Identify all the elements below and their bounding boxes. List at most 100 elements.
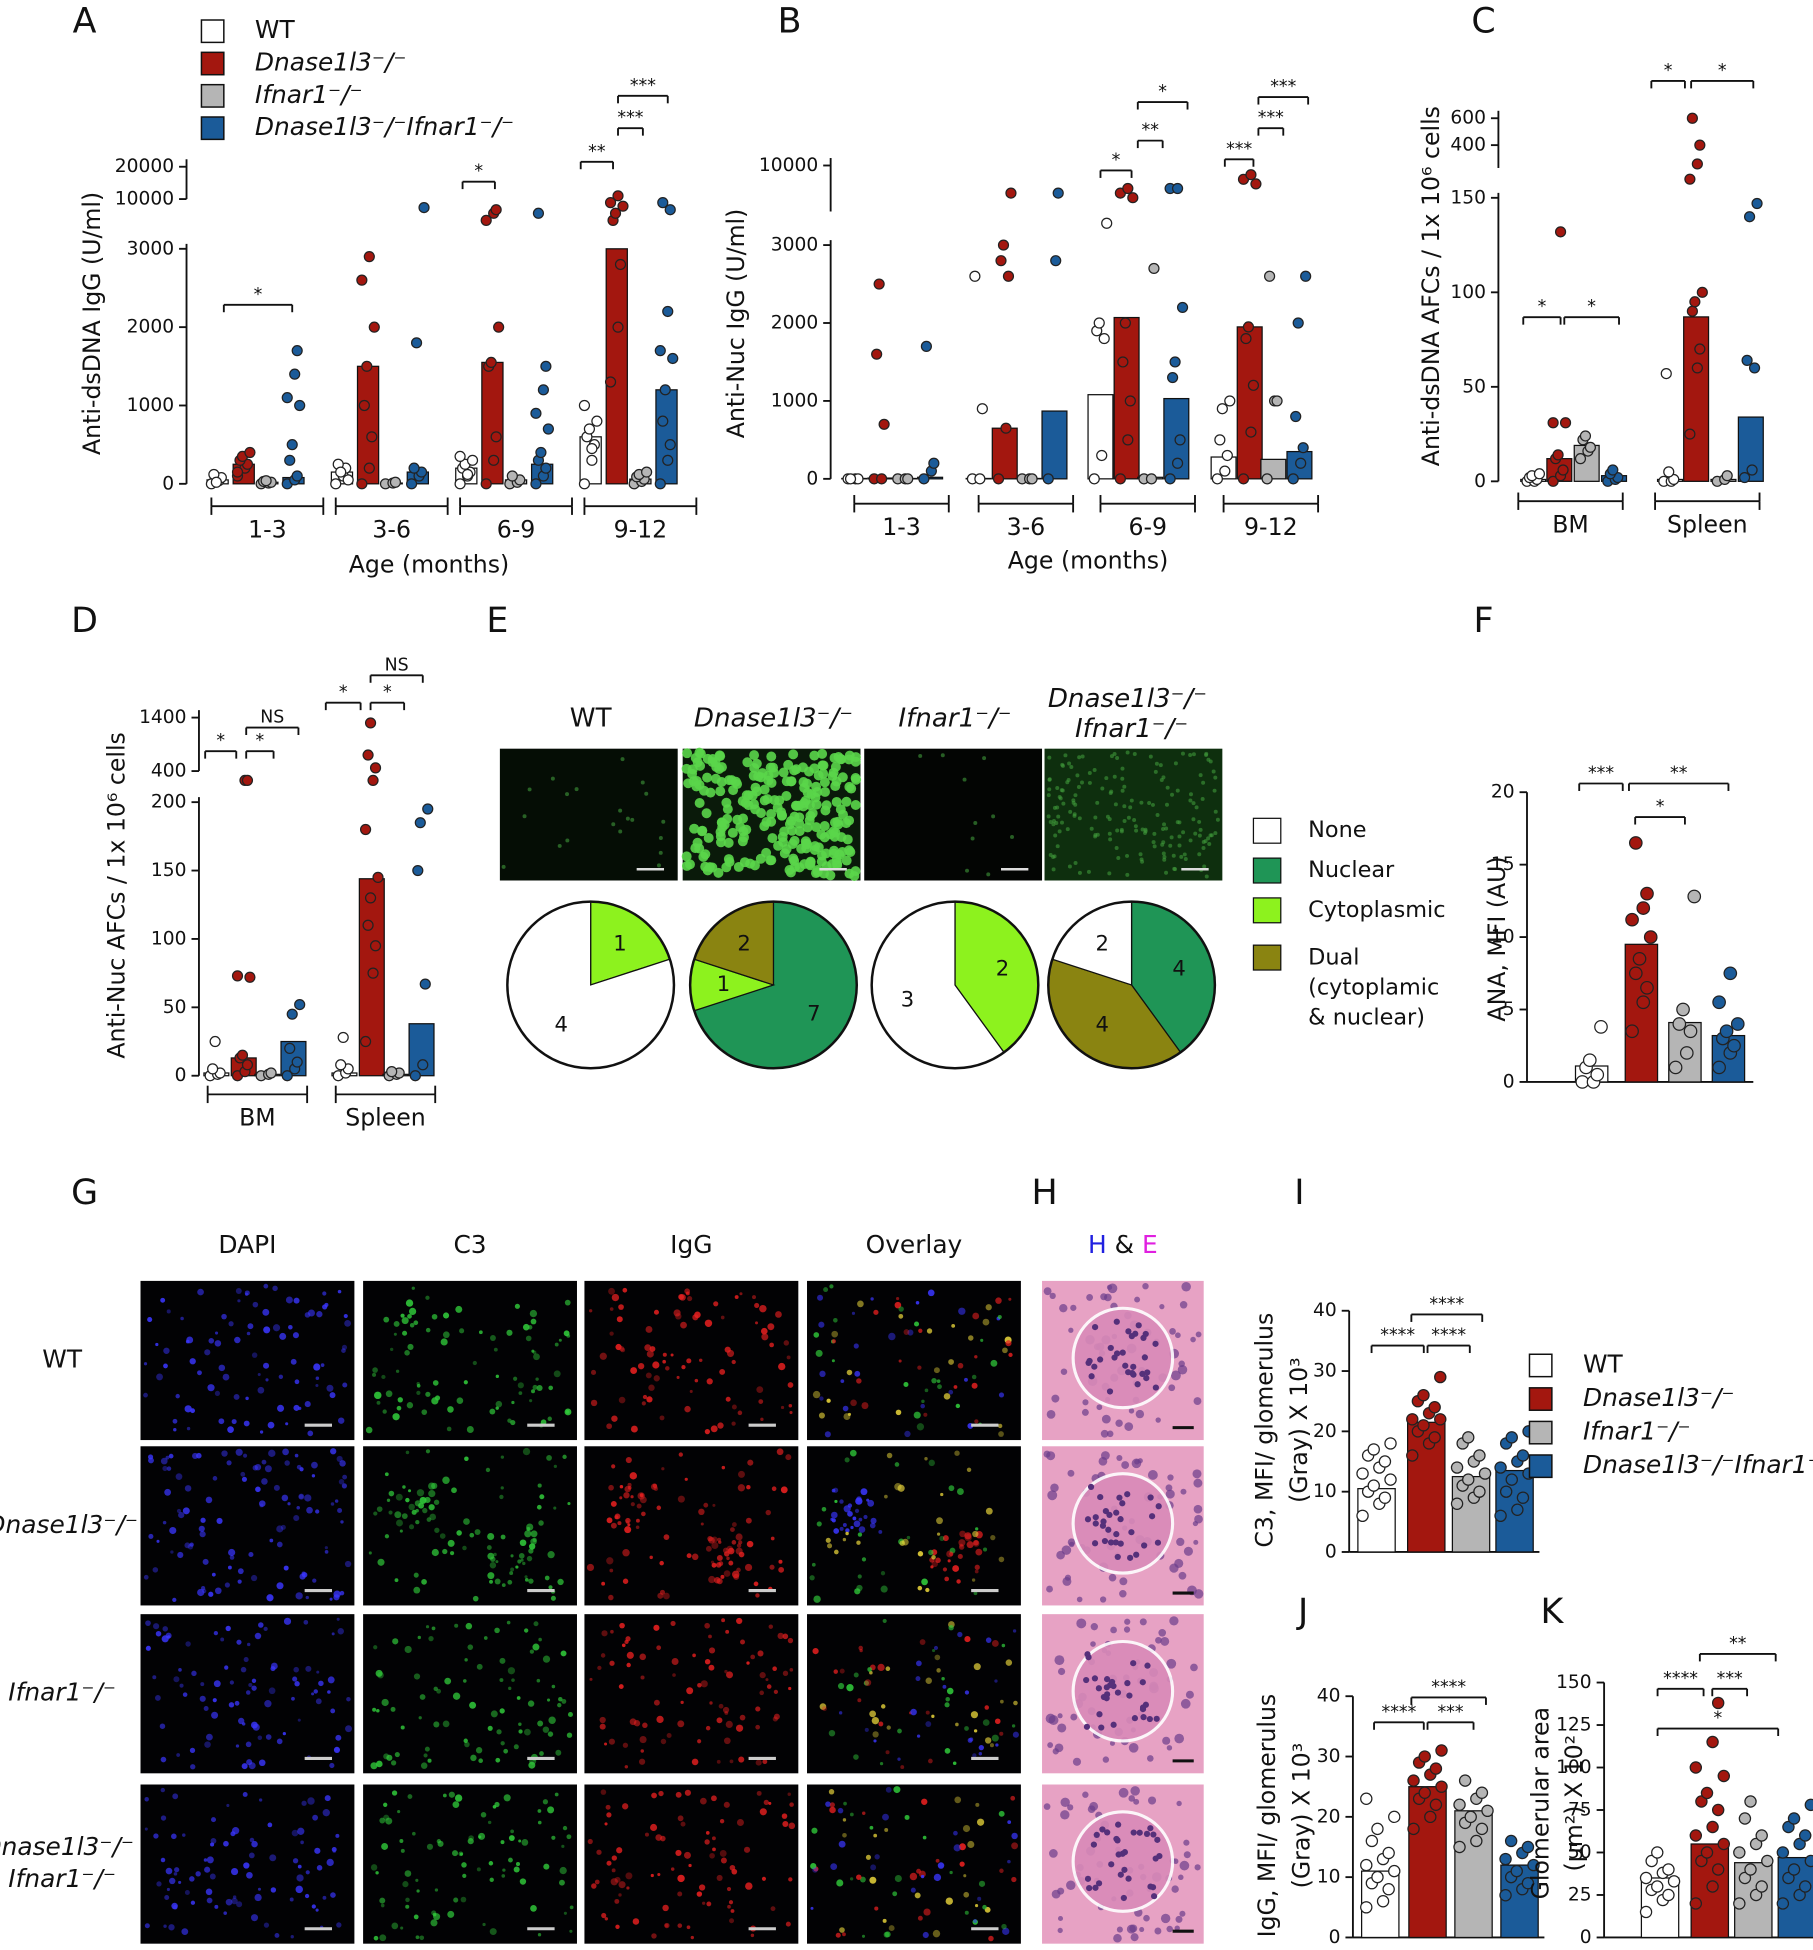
image-texture (325, 1546, 328, 1549)
image-texture (851, 752, 861, 762)
image-texture (846, 784, 856, 794)
data-point (1661, 369, 1671, 379)
image-texture (335, 1834, 339, 1838)
image-texture (813, 1391, 820, 1398)
image-texture (325, 1550, 329, 1554)
image-texture (720, 1575, 724, 1579)
image-texture (694, 1312, 701, 1319)
data-point (1170, 357, 1180, 367)
image-texture (854, 1371, 860, 1377)
data-point (390, 477, 400, 487)
image-texture (1058, 1668, 1065, 1675)
image-texture (1140, 1706, 1146, 1712)
image-texture (789, 1802, 794, 1807)
image-texture (307, 1430, 313, 1436)
image-texture (608, 1485, 614, 1491)
image-texture (1147, 1883, 1153, 1889)
image-texture (865, 1728, 869, 1732)
image-texture (1120, 777, 1124, 781)
image-texture (619, 1496, 622, 1499)
image-texture (1002, 1644, 1006, 1648)
y-tick-label: 40 (1313, 1300, 1337, 1321)
data-point (1003, 271, 1013, 281)
image-texture (176, 1753, 180, 1757)
image-texture (853, 1754, 859, 1760)
y-tick-label: 1400 (139, 707, 186, 728)
image-texture (518, 1723, 521, 1726)
image-texture (1119, 1788, 1129, 1798)
image-texture (548, 1386, 553, 1391)
image-texture (752, 1295, 756, 1299)
image-texture (243, 1792, 248, 1797)
image-texture (254, 1894, 261, 1901)
image-texture (426, 1449, 430, 1453)
data-point (1788, 1864, 1799, 1875)
image-texture (986, 1304, 992, 1310)
image-texture (525, 1575, 528, 1578)
image-texture (1115, 846, 1119, 850)
data-point (455, 451, 465, 461)
image-texture (698, 1509, 704, 1515)
image-texture (726, 1671, 733, 1678)
image-texture (936, 1517, 943, 1524)
image-texture (861, 1402, 868, 1409)
legend-label: Cytoplasmic (1308, 897, 1445, 923)
image-texture (843, 834, 853, 844)
image-texture (999, 1557, 1005, 1563)
data-point (494, 322, 504, 332)
image-texture (948, 1559, 951, 1562)
image-texture (1132, 818, 1136, 822)
data-point (613, 322, 623, 332)
image-texture (469, 1533, 474, 1538)
image-texture (408, 1794, 413, 1799)
image-texture (1086, 1294, 1093, 1301)
image-texture (918, 1551, 923, 1556)
image-texture (1135, 1381, 1141, 1387)
image-texture (883, 1919, 887, 1923)
image-texture (928, 1550, 933, 1555)
image-texture (974, 1419, 978, 1423)
image-texture (406, 1299, 413, 1306)
data-point (1500, 1853, 1511, 1864)
image-texture (477, 1867, 481, 1871)
image-texture (145, 1620, 151, 1626)
image-texture (940, 1493, 943, 1496)
image-texture (182, 1833, 185, 1836)
significance-label: * (1112, 151, 1121, 171)
image-texture (1101, 1451, 1110, 1460)
data-point (618, 201, 628, 211)
image-texture (726, 1557, 729, 1560)
data-point (1718, 1838, 1729, 1849)
image-texture (664, 1534, 670, 1540)
image-texture (447, 1911, 454, 1918)
image-texture (330, 1892, 336, 1898)
data-point (1099, 334, 1109, 344)
image-texture (412, 1287, 415, 1290)
image-texture (1125, 1876, 1131, 1882)
image-texture (925, 1588, 929, 1592)
image-texture (570, 1906, 574, 1910)
significance-label: **** (1431, 1326, 1466, 1346)
image-texture (502, 865, 506, 869)
image-texture (1068, 810, 1072, 814)
image-texture (709, 1701, 712, 1704)
image-texture (945, 1702, 950, 1707)
image-texture (405, 1498, 409, 1502)
image-texture (771, 1537, 775, 1541)
image-texture (945, 1748, 951, 1754)
micrograph (584, 1785, 798, 1944)
image-texture (1058, 1928, 1063, 1933)
image-texture (1194, 1505, 1203, 1514)
image-texture (706, 1901, 711, 1906)
image-texture (338, 1628, 344, 1634)
data-point (1296, 458, 1306, 468)
y-tick-label: 100 (1450, 282, 1486, 303)
image-texture (435, 1888, 438, 1891)
image-texture (1202, 846, 1206, 850)
image-texture (1158, 1629, 1166, 1637)
image-texture (391, 1922, 398, 1929)
image-texture (619, 1881, 626, 1888)
image-texture (1151, 1893, 1157, 1899)
image-texture (187, 1427, 190, 1430)
image-texture (1088, 771, 1092, 775)
